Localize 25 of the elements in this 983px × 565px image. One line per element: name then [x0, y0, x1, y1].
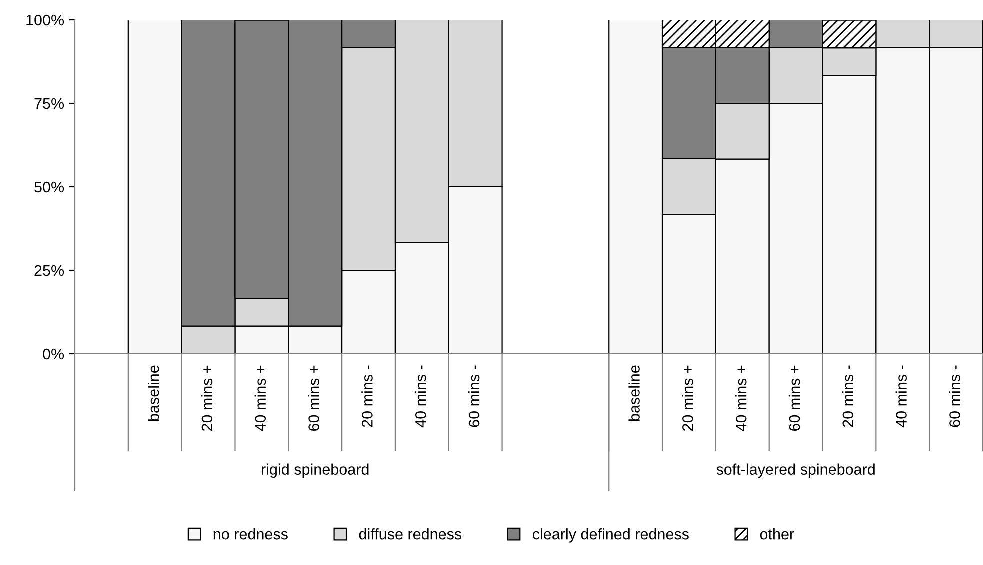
x-tick-label: 40 mins + [736, 366, 747, 432]
x-tick-label: 20 mins - [362, 366, 373, 428]
y-tick-label: 50% [34, 182, 64, 193]
legend-label: other [760, 528, 794, 540]
y-tick-label: 100% [26, 14, 64, 26]
x-tick-label: 60 mins + [308, 366, 320, 431]
y-tick-label: 75% [34, 98, 64, 110]
x-tick-label: 60 mins - [468, 366, 480, 428]
legend-label: clearly defined redness [533, 528, 689, 543]
x-tick-label: baseline [628, 366, 640, 422]
text: soft-layered spineboard [716, 464, 875, 478]
y-tick-label: 25% [34, 265, 64, 276]
x-tick-label: 40 mins - [415, 366, 426, 428]
x-tick-label: baseline [148, 366, 160, 422]
x-tick-label: 20 mins + [682, 366, 694, 431]
x-tick-label: 20 mins + [201, 366, 213, 431]
legend-label: no redness [214, 528, 288, 540]
y-tick-label: 0% [43, 348, 64, 360]
legend-label: diffuse redness [359, 528, 462, 540]
x-tick-label: 20 mins - [842, 366, 854, 428]
text: rigid spineboard [262, 464, 369, 478]
x-tick-label: 60 mins + [788, 366, 800, 431]
x-tick-label: 60 mins - [949, 366, 960, 428]
x-tick-label: 40 mins + [254, 366, 266, 432]
x-tick-label: 40 mins - [896, 366, 907, 428]
